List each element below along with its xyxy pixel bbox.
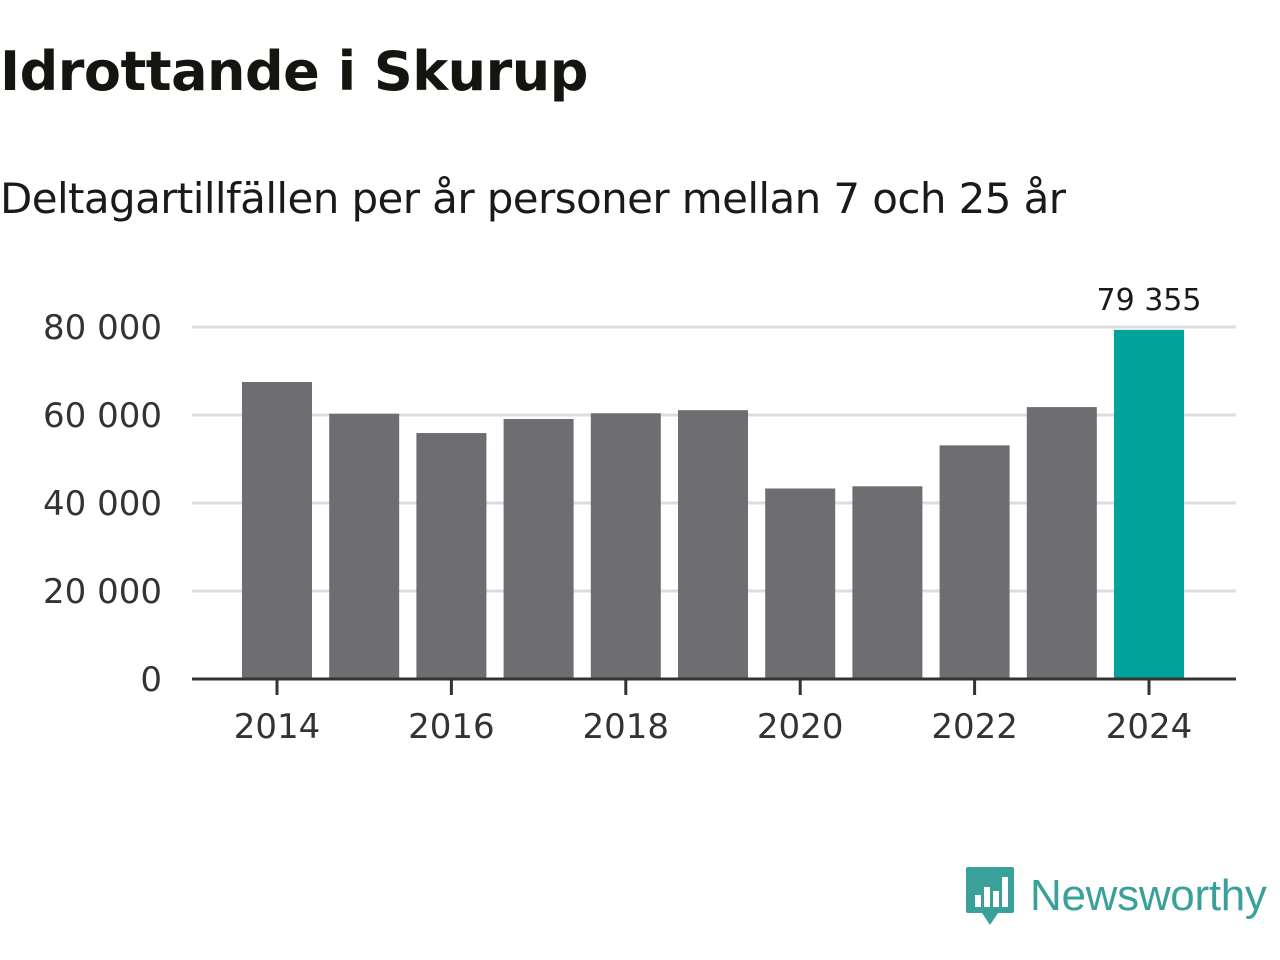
bar-2015	[329, 413, 400, 679]
bar-2022	[939, 445, 1010, 679]
y-tick-label-40000: 40 000	[43, 484, 162, 524]
x-tick-label-2018: 2018	[583, 707, 670, 747]
y-tick-label-20000: 20 000	[43, 572, 162, 612]
y-tick-label-80000: 80 000	[43, 308, 162, 348]
x-tick-label-2022: 2022	[931, 707, 1018, 747]
x-axis	[192, 677, 1236, 695]
bar-2014	[242, 382, 312, 679]
data-label-2024: 79 355	[1097, 283, 1202, 318]
newsworthy-logo-icon	[966, 867, 1014, 925]
brand-name: Newsworthy	[1030, 871, 1267, 920]
x-axis-labels: 2014 2016 2018 2020 2022 2024	[234, 707, 1193, 747]
y-axis-labels: 0 20 000 40 000 60 000 80 000	[43, 308, 162, 700]
x-tick-label-2020: 2020	[757, 707, 844, 747]
bar-2016	[416, 433, 487, 679]
bar-2023	[1026, 407, 1097, 679]
bars	[242, 329, 1184, 679]
chart-subtitle: Deltagartillfällen per år personer mella…	[0, 174, 1066, 223]
bar-2024	[1114, 329, 1184, 679]
x-tick-label-2024: 2024	[1106, 707, 1193, 747]
chart-title: Idrottande i Skurup	[0, 40, 588, 103]
bar-2018	[590, 413, 661, 679]
x-tick-label-2016: 2016	[408, 707, 495, 747]
bar-2021	[852, 486, 923, 679]
bar-2019	[678, 410, 748, 679]
bar-2020	[765, 488, 836, 679]
bar-2017	[503, 418, 574, 679]
y-tick-label-60000: 60 000	[43, 396, 162, 436]
x-tick-label-2014: 2014	[234, 707, 321, 747]
brand-logo: Newsworthy	[964, 864, 1267, 928]
data-labels: 79 355	[1097, 283, 1202, 318]
y-tick-label-0: 0	[140, 660, 162, 700]
